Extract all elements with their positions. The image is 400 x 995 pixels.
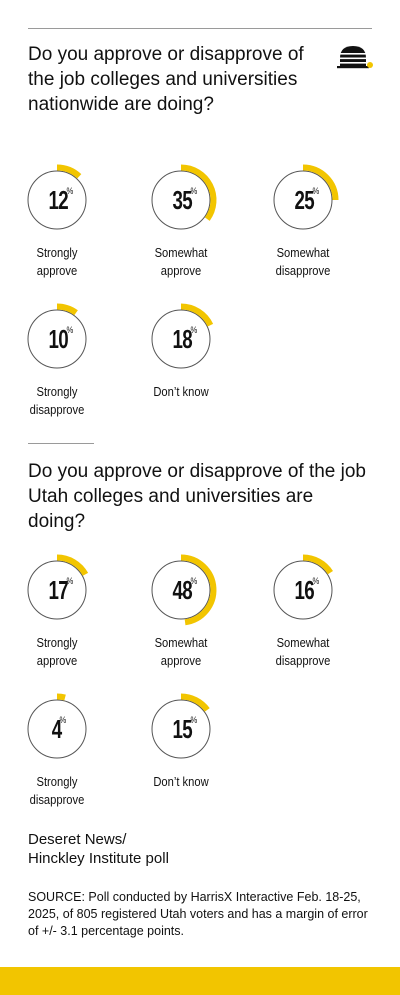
percent-value: 18 [172, 323, 193, 354]
percent-value: 15 [172, 713, 193, 744]
percent-sign: % [312, 186, 319, 196]
question-2-title: Do you approve or disapprove of the job … [28, 461, 366, 532]
donut-base-circle [27, 699, 87, 759]
donut-ring [269, 164, 339, 234]
percent-value: 10 [48, 323, 69, 354]
percent-sign: % [190, 715, 197, 725]
category-label: Don’t know [153, 774, 209, 789]
percent-value: 35 [172, 184, 193, 215]
beehive-icon [337, 46, 373, 69]
percent-sign: % [66, 576, 73, 586]
percent-sign: % [190, 576, 197, 586]
donut-chart [151, 693, 211, 759]
category-label: Strongly disapprove [29, 384, 85, 417]
donut-base-circle [27, 309, 87, 369]
donut-chart [151, 554, 217, 626]
category-label: Somewhat disapprove [275, 635, 331, 668]
donut-base-circle [27, 560, 87, 620]
stat-item: 12% Strongly approve [2, 164, 112, 296]
donut-ring [147, 164, 217, 234]
percent-sign: % [66, 186, 73, 196]
bottom-accent-bar [0, 967, 400, 995]
donut-chart [27, 303, 87, 369]
section-divider [28, 443, 94, 444]
donut-value-arc [180, 554, 217, 626]
donut-chart [273, 164, 339, 230]
category-label: Don’t know [153, 384, 209, 399]
category-label: Strongly approve [36, 245, 78, 278]
donut-value-arc [56, 554, 89, 576]
stat-item: 48% Somewhat approve [126, 554, 236, 686]
donut-chart [27, 164, 87, 230]
donut-base-circle [273, 170, 333, 230]
donut-value-arc [56, 164, 82, 179]
donut-value-arc [302, 164, 339, 201]
stat-item: 10% Strongly disapprove [2, 303, 112, 435]
top-divider [28, 28, 372, 29]
donut-base-circle [27, 170, 87, 230]
donut-chart [27, 554, 89, 620]
percent-value: 48 [172, 574, 193, 605]
donut-ring [23, 693, 91, 763]
percent-sign: % [190, 325, 197, 335]
question-1-title: Do you approve or disapprove of the job … [28, 44, 304, 115]
donut-ring [147, 303, 215, 373]
percent-sign: % [312, 576, 319, 586]
category-label: Strongly approve [36, 635, 78, 668]
percent-value: 25 [294, 184, 315, 215]
stat-item: 4% Strongly disapprove [2, 693, 112, 825]
percent-value: 12 [48, 184, 69, 215]
category-label: Strongly disapprove [29, 774, 85, 807]
category-label: Somewhat approve [154, 635, 208, 668]
stat-item: 35% Somewhat approve [126, 164, 236, 296]
donut-chart [151, 303, 214, 369]
donut-ring [147, 693, 215, 763]
percent-value: 4 [51, 713, 62, 744]
stat-item: 25% Somewhat disapprove [248, 164, 358, 296]
donut-value-arc [180, 164, 217, 221]
donut-ring [23, 303, 91, 373]
donut-chart [273, 554, 333, 620]
source-note: SOURCE: Poll conducted by HarrisX Intera… [28, 890, 368, 938]
credit-text: Deseret News/ Hinckley Institute poll [28, 831, 169, 867]
category-label: Somewhat approve [154, 245, 208, 278]
donut-value-arc [180, 303, 214, 327]
donut-ring [147, 554, 217, 626]
stat-item: 17% Strongly approve [2, 554, 112, 686]
donut-ring [23, 554, 91, 624]
donut-value-arc [56, 303, 78, 316]
percent-value: 17 [48, 574, 69, 605]
percent-value: 16 [294, 574, 315, 605]
percent-sign: % [190, 186, 197, 196]
donut-ring [23, 164, 91, 234]
donut-base-circle [151, 309, 211, 369]
donut-ring [269, 554, 337, 624]
donut-chart [27, 693, 87, 759]
percent-sign: % [59, 715, 67, 725]
donut-value-arc [56, 693, 66, 701]
donut-base-circle [273, 560, 333, 620]
stat-item: 16% Somewhat disapprove [248, 554, 358, 686]
donut-base-circle [151, 699, 211, 759]
stat-item: 18% Don’t know [126, 303, 236, 435]
donut-value-arc [302, 554, 333, 575]
donut-value-arc [180, 693, 210, 712]
category-label: Somewhat disapprove [275, 245, 331, 278]
percent-sign: % [66, 325, 73, 335]
donut-chart [151, 164, 217, 230]
donut-base-circle [151, 560, 211, 620]
donut-base-circle [151, 170, 211, 230]
stat-item: 15% Don’t know [126, 693, 236, 825]
